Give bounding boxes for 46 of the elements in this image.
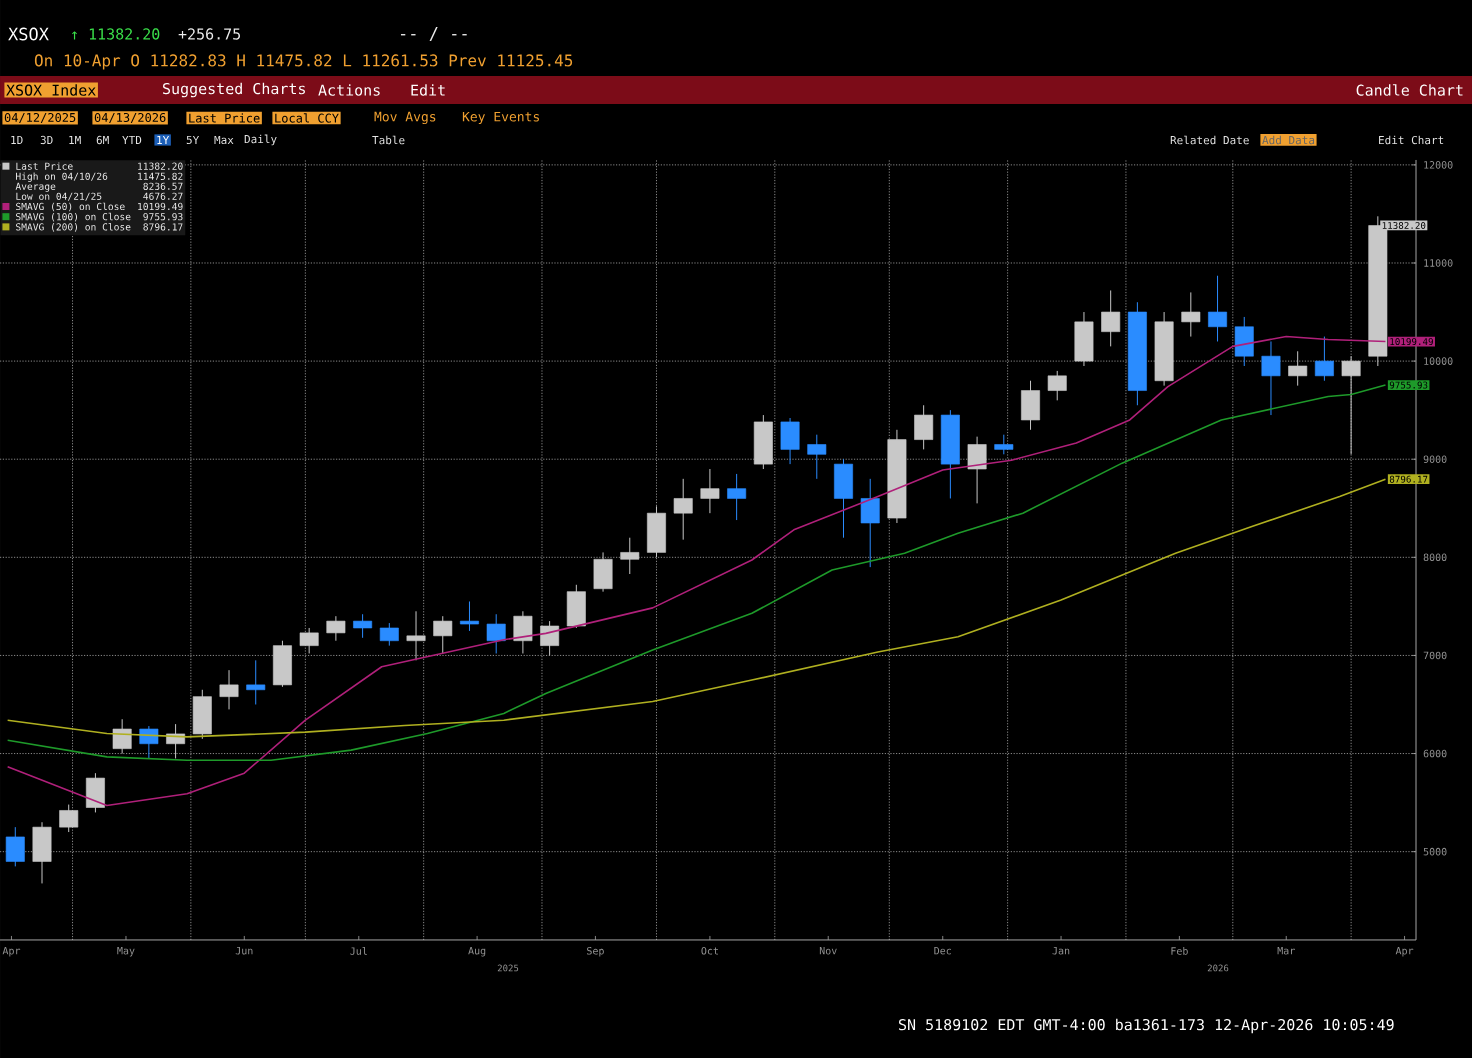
- candlestick: [860, 478, 880, 568]
- candlestick: [406, 610, 426, 661]
- text: On 10-Apr O 11282.83 H 11475.82 L 11261.53 Prev 11125.45: [34, 54, 573, 70]
- candlestick: [1288, 350, 1308, 387]
- text: -- / --: [400, 27, 467, 41]
- candlestick: [192, 689, 212, 740]
- candlestick: [460, 600, 479, 632]
- candlestick: [1208, 275, 1227, 342]
- candlestick: [914, 404, 934, 450]
- candlestick: [379, 622, 399, 647]
- candlestick: [566, 584, 586, 629]
- candlestick: [513, 610, 533, 654]
- candlestick: [780, 417, 800, 465]
- candlestick: [700, 468, 720, 514]
- candlestick: [246, 659, 266, 705]
- candlestick: [1021, 380, 1040, 431]
- candlestick: [486, 613, 506, 654]
- candlestick: [967, 436, 987, 504]
- candlestick: [353, 613, 373, 639]
- candlestick: [727, 473, 747, 521]
- candlestick: [326, 615, 346, 642]
- candlestick: [299, 627, 319, 654]
- candlestick: [139, 725, 159, 759]
- candlestick: [5, 826, 25, 867]
- candlestick: [1181, 291, 1201, 338]
- candlestick: [1314, 336, 1334, 382]
- candlestick: [620, 537, 640, 575]
- candlestick: [1101, 289, 1121, 347]
- candlestick: [433, 615, 453, 654]
- candlestick: [1261, 340, 1281, 416]
- candlestick: [834, 458, 853, 539]
- candlestick: [1234, 316, 1254, 367]
- candlestick: [673, 478, 693, 541]
- candlestick: [85, 772, 105, 813]
- candlestick: [272, 640, 292, 688]
- candlestick: [593, 551, 613, 593]
- text: XSOX: [8, 27, 49, 41]
- candlestick: [112, 718, 132, 755]
- candlestick: [807, 434, 827, 480]
- candlestick: [647, 505, 666, 558]
- candlestick: [994, 434, 1014, 455]
- candlestick: [753, 414, 773, 470]
- candlestick: [1074, 311, 1094, 367]
- candlestick: [219, 669, 239, 710]
- candlestick: [540, 620, 560, 656]
- candlestick: [1047, 370, 1067, 401]
